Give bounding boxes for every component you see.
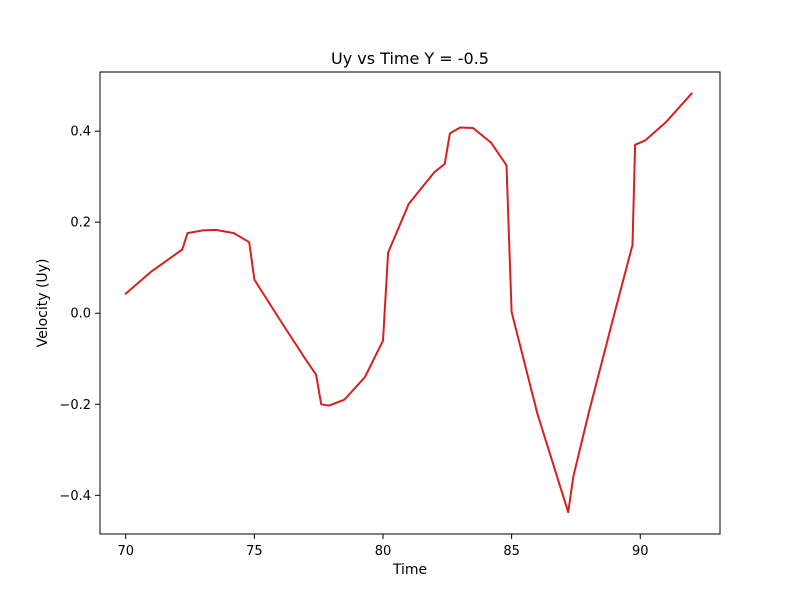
x-axis: 70 75 80 85 90 bbox=[117, 534, 649, 559]
x-tick-label: 70 bbox=[117, 544, 134, 559]
chart-title: Uy vs Time Y = -0.5 bbox=[331, 49, 489, 68]
y-tick-label: −0.2 bbox=[59, 398, 91, 413]
y-tick-label: 0.4 bbox=[70, 125, 91, 140]
y-tick-label: −0.4 bbox=[59, 489, 91, 504]
y-tick-label: 0.0 bbox=[70, 307, 91, 322]
plot-frame bbox=[99, 71, 721, 535]
x-tick-label: 80 bbox=[375, 544, 392, 559]
y-tick-label: 0.2 bbox=[70, 216, 91, 231]
series-line bbox=[124, 92, 693, 514]
x-tick-label: 90 bbox=[632, 544, 649, 559]
x-tick-label: 85 bbox=[503, 544, 520, 559]
x-tick-label: 75 bbox=[246, 544, 263, 559]
plot-area bbox=[124, 92, 693, 514]
x-axis-title: Time bbox=[392, 562, 427, 578]
y-axis: −0.4 −0.2 0.0 0.2 0.4 bbox=[59, 125, 100, 504]
y-axis-title: Velocity (Uy) bbox=[35, 259, 51, 348]
